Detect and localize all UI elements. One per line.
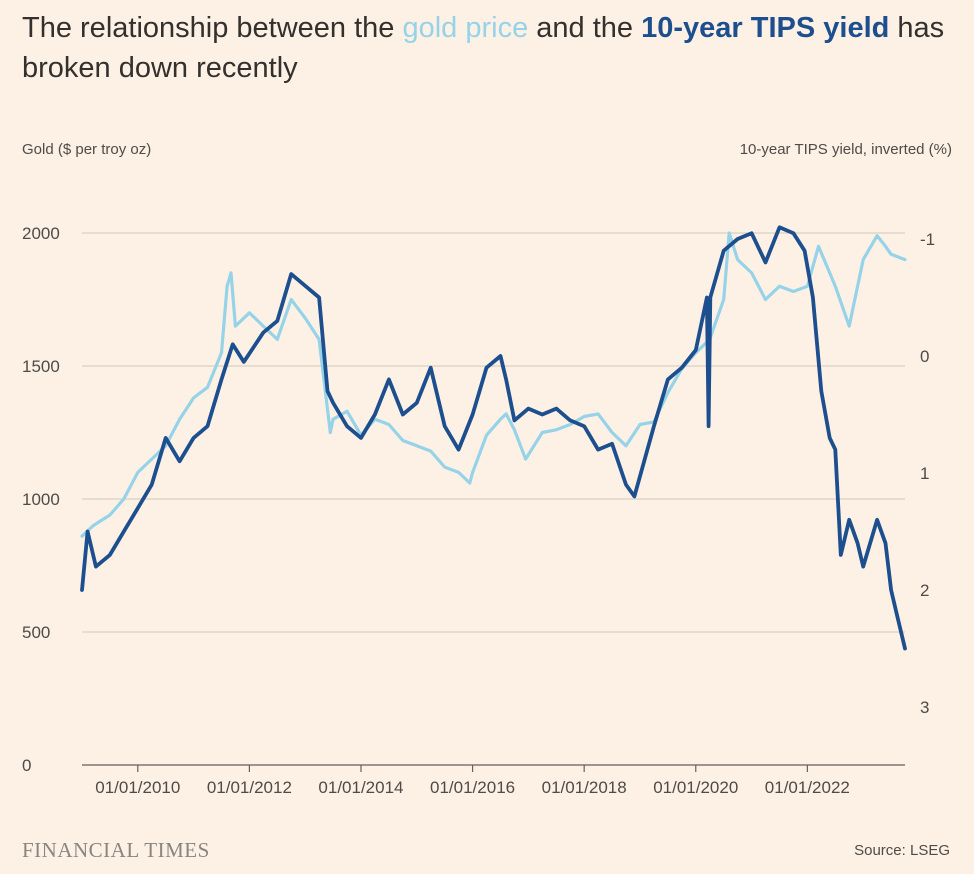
title-tips-yield: 10-year TIPS yield <box>641 12 890 44</box>
chart-title: The relationship between the gold price … <box>22 8 952 88</box>
x-axis: 01/01/2010 01/01/2012 01/01/2014 01/01/2016… <box>82 764 905 797</box>
series-lines <box>80 225 907 651</box>
left-tick-1000: 1000 <box>22 490 60 509</box>
gold-price-line <box>80 231 907 538</box>
right-axis-label: 10-year TIPS yield, inverted (%) <box>739 141 952 158</box>
x-tick-label-2018: 01/01/2018 <box>542 778 627 797</box>
right-tick-3: 3 <box>920 698 929 717</box>
title-part1: The relationship between the <box>22 12 403 44</box>
left-tick-1500: 1500 <box>22 357 60 376</box>
x-tick-label-2016: 01/01/2016 <box>430 778 515 797</box>
tips-yield-line <box>80 225 907 651</box>
title-gold-price: gold price <box>402 12 529 44</box>
right-tick-1: 1 <box>920 464 929 483</box>
x-tick-label-2012: 01/01/2012 <box>207 778 292 797</box>
right-tick-0: 0 <box>920 347 929 366</box>
x-tick-label-2010: 01/01/2010 <box>95 778 180 797</box>
title-part2: and the <box>528 12 642 44</box>
left-tick-500: 500 <box>22 623 50 642</box>
x-tick-label-2014: 01/01/2014 <box>318 778 403 797</box>
right-tick--1: -1 <box>920 230 935 249</box>
x-tick-label-2022: 01/01/2022 <box>765 778 850 797</box>
right-tick-2: 2 <box>920 581 929 600</box>
title-part3: has broken down recently <box>22 12 945 84</box>
x-tick-label-2020: 01/01/2020 <box>653 778 738 797</box>
left-tick-2000: 2000 <box>22 224 60 243</box>
ft-brand-logo: FINANCIAL TIMES <box>22 838 210 862</box>
source-note: Source: LSEG <box>854 842 950 859</box>
left-tick-0: 0 <box>22 756 31 775</box>
gridlines <box>82 232 905 633</box>
left-y-ticks: 0 500 1000 1500 2000 <box>22 224 60 775</box>
right-y-ticks: -1 0 1 2 3 <box>920 230 935 717</box>
left-axis-label: Gold ($ per troy oz) <box>22 141 152 158</box>
